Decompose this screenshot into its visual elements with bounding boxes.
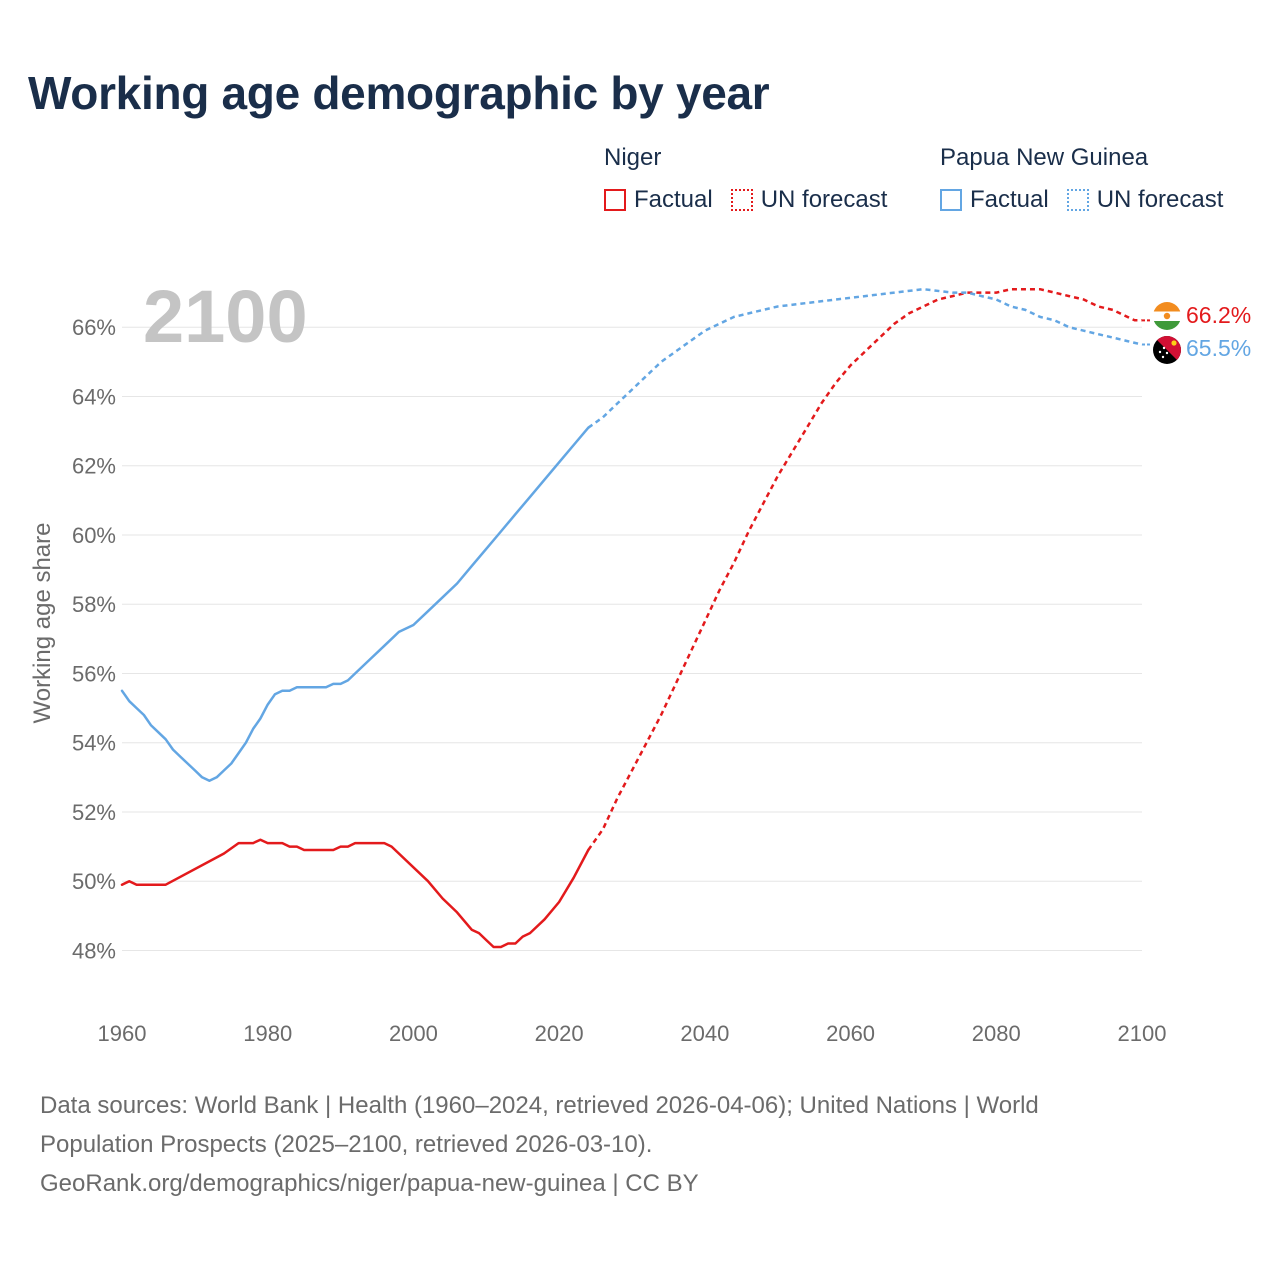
- x-tick-label: 2100: [1118, 1021, 1167, 1046]
- line-chart: 2100 Working age share 48% 50% 52% 54% 56% 58…: [29, 275, 1251, 1046]
- legend-group-png: Papua New Guinea Factual UN forecast: [940, 144, 1241, 214]
- legend-item-png-forecast[interactable]: UN forecast: [1066, 186, 1224, 214]
- y-tick-label: 66%: [72, 315, 116, 340]
- niger-flag-icon: [1153, 302, 1181, 330]
- niger-forecast-line: [587, 287, 1142, 851]
- legend-swatch-solid: [604, 189, 626, 211]
- legend-country-name: Papua New Guinea: [940, 144, 1149, 171]
- papua-new-guinea-flag-icon: [1153, 336, 1181, 364]
- y-tick-label: 62%: [72, 454, 116, 479]
- x-tick-label: 1980: [243, 1021, 292, 1046]
- y-axis-label: Working age share: [29, 523, 56, 724]
- footer-link[interactable]: GeoRank.org/demographics/niger/papua-new…: [40, 1170, 699, 1197]
- year-watermark: 2100: [143, 275, 308, 358]
- legend-country-name: Niger: [604, 144, 662, 171]
- y-tick-label: 52%: [72, 800, 116, 825]
- legend-item-niger-factual[interactable]: Factual: [604, 186, 713, 214]
- footer-line: Population Prospects (2025–2100, retriev…: [40, 1131, 653, 1158]
- legend-group-niger: Niger Factual UN forecast: [604, 144, 905, 214]
- legend-swatch-dotted: [1066, 189, 1089, 211]
- footer-sources: Data sources: World Bank | Health (1960–…: [40, 1086, 1240, 1203]
- niger-factual-line: [120, 838, 590, 949]
- x-tick-label: 2040: [680, 1021, 729, 1046]
- x-tick-label: 2020: [535, 1021, 584, 1046]
- png-end-value-label: 65.5%: [1186, 335, 1251, 361]
- x-tick-label: 2080: [972, 1021, 1021, 1046]
- x-tick-label: 2000: [389, 1021, 438, 1046]
- niger-end-value-label: 66.2%: [1186, 302, 1251, 328]
- x-tick-label: 2060: [826, 1021, 875, 1046]
- legend-label: UN forecast: [760, 186, 888, 213]
- y-tick-label: 50%: [72, 869, 116, 894]
- y-tick-label: 60%: [72, 523, 116, 548]
- legend-item-niger-forecast[interactable]: UN forecast: [730, 186, 888, 214]
- legend-swatch-solid: [940, 189, 962, 211]
- legend-label: Factual: [634, 186, 713, 213]
- y-tick-label: 64%: [72, 384, 116, 409]
- png-forecast-line: [587, 287, 1143, 429]
- legend-label: Factual: [970, 186, 1049, 213]
- legend-label: UN forecast: [1096, 186, 1224, 213]
- y-tick-label: 54%: [72, 731, 116, 756]
- legend-swatch-dotted: [730, 189, 753, 211]
- png-factual-line: [120, 426, 590, 783]
- y-tick-label: 48%: [72, 938, 116, 963]
- legend-item-png-factual[interactable]: Factual: [940, 186, 1049, 214]
- footer-line: Data sources: World Bank | Health (1960–…: [40, 1092, 1039, 1119]
- y-tick-label: 56%: [72, 661, 116, 686]
- y-tick-label: 58%: [72, 592, 116, 617]
- x-tick-label: 1960: [98, 1021, 147, 1046]
- chart-title: Working age demographic by year: [28, 67, 770, 119]
